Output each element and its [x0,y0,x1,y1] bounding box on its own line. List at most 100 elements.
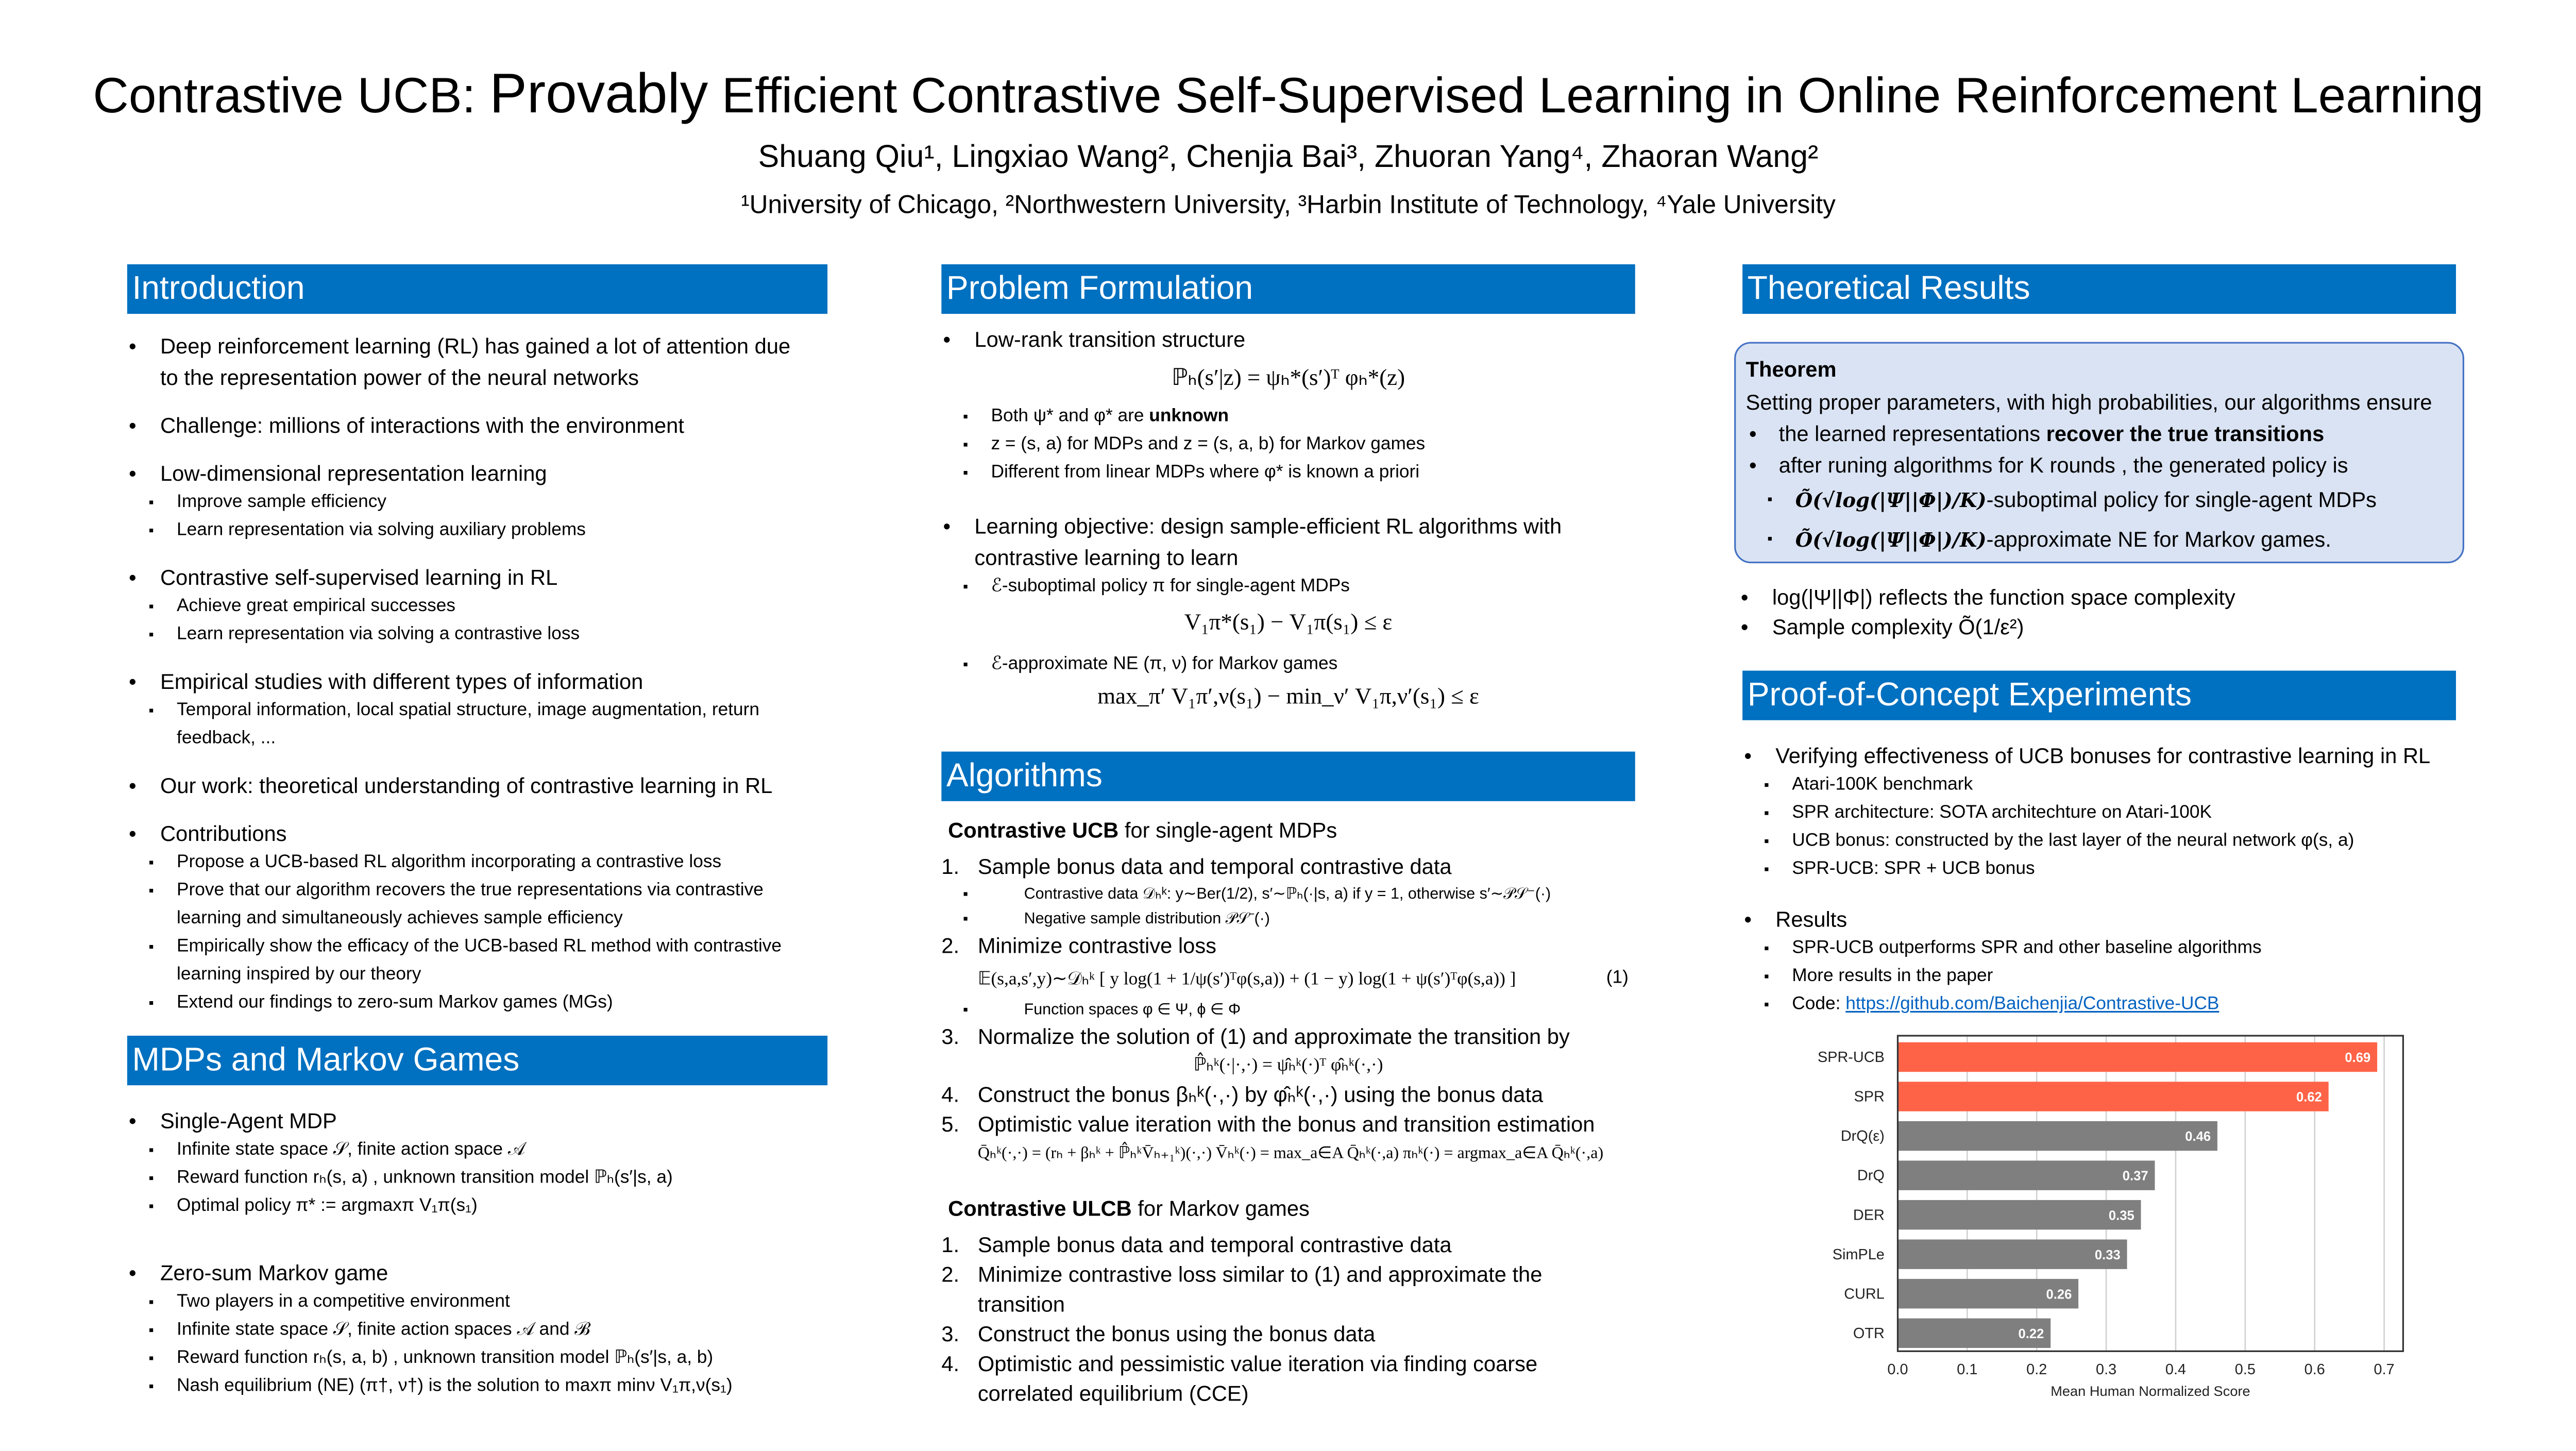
bullet: Challenge: millions of interactions with… [127,410,815,441]
bar [1897,1239,2127,1269]
bar [1897,1318,2051,1348]
experiments-section: Proof-of-Concept Experiments Verifying e… [1742,670,2456,1019]
sub-bullet: Learn representation via solving a contr… [127,621,815,649]
x-tick-label: 0.6 [2304,1361,2325,1378]
step: 1. Sample bonus data and temporal contras… [941,1230,1635,1260]
sub-bullet: Negative sample distribution 𝒫𝒮⁻(·) [941,907,1635,932]
section-header: Algorithms [941,751,1635,801]
sub-bullet: Õ(√log(|Ψ||Φ|)/K)-approximate NE for Mar… [1746,520,2453,560]
category-label: SPR-UCB [1818,1049,1885,1066]
sub-bullet: Propose a UCB-based RL algorithm incorpo… [127,849,815,877]
step: 2. Minimize contrastive loss [941,932,1635,961]
sub-bullet: Empirically show the efficacy of the UCB… [127,933,815,989]
mdps-section: MDPs and Markov Games Single-Agent MDPIn… [127,1036,828,1401]
sub-bullet: Achieve great empirical successes [127,593,815,621]
step-text: Construct the bonus βₕᵏ(·,·) by φ̂ₕᵏ(·,·… [977,1082,1544,1107]
sub-bullet: Improve sample efficiency [127,489,815,517]
category-label: CURL [1844,1286,1885,1302]
step-text: Sample bonus data and temporal contrasti… [977,854,1452,879]
step-number: 4. [941,1082,960,1107]
bar-value-label: 0.37 [2123,1169,2148,1184]
bullet: Sample complexity Õ(1/ε²) [1739,613,2453,643]
sub-bullet: z = (s, a) for MDPs and z = (s, a, b) fo… [941,431,1635,459]
step: 2. Minimize contrastive loss similar to (… [941,1260,1635,1320]
sub-bullet: Both ψ* and φ* are unknown [941,403,1635,431]
bar-value-label: 0.35 [2109,1208,2134,1223]
sub-bullet: Reward function rₕ(s, a) , unknown trans… [127,1165,827,1192]
x-tick-label: 0.0 [1887,1361,1908,1378]
algorithms-section: Algorithms Contrastive UCB for single-ag… [941,751,1635,1409]
sub-bullet: SPR-UCB outperforms SPR and other baseli… [1742,935,2456,963]
step: 5. Optimistic value iteration with the bo… [941,1110,1635,1140]
bullet: Learning objective: design sample-effici… [941,511,1635,573]
text: the learned representations [1778,421,2046,446]
step-text: Normalize the solution of (1) and approx… [977,1024,1570,1049]
category-label: DER [1853,1207,1885,1223]
sub-bullet: More results in the paper [1742,963,2456,991]
x-tick-label: 0.7 [2374,1361,2395,1378]
step-text: Construct the bonus using the bonus data [977,1321,1376,1346]
bar [1897,1121,2217,1151]
sub-bullet: Infinite state space 𝒮, finite action sp… [127,1137,827,1165]
bar-value-label: 0.62 [2296,1090,2322,1105]
bar-value-label: 0.33 [2095,1248,2121,1262]
step: 3. Construct the bonus using the bonus da… [941,1320,1635,1349]
x-tick-label: 0.4 [2165,1361,2186,1378]
bar [1897,1279,2079,1309]
bullet: Zero-sum Markov game [127,1257,827,1289]
step: 3. Normalize the solution of (1) and appr… [941,1022,1635,1052]
theorem-title: Theorem [1745,357,1837,382]
loss-equation-row: 𝔼(s,a,s′,y)∼𝒟ₕᵏ [ y log(1 + 1/ψ(s′)ᵀφ(s,… [941,961,1635,998]
sub-list: Atari-100K benchmarkSPR architecture: SO… [1742,771,2456,884]
theory-notes: log(|Ψ||Φ|) reflects the function space … [1739,567,2453,643]
step-number: 2. [941,1262,960,1287]
code-link[interactable]: https://github.com/Baichenjia/Contrastiv… [1845,994,2219,1015]
text-bold: recover the true transitions [2046,421,2325,446]
bullet: Our work: theoretical understanding of c… [127,770,815,801]
equation: V₁π*(s₁) − V₁π(s₁) ≤ ε [1184,611,1393,636]
x-axis-label: Mean Human Normalized Score [2050,1383,2250,1399]
title-part: Efficient Contrastive Self-Supervised Le… [721,69,2484,124]
bar [1897,1082,2329,1111]
bullet: Contrastive self-supervised learning in … [127,562,815,593]
step-number: 3. [941,1024,960,1049]
step-text: Optimistic and pessimistic value iterati… [977,1351,1538,1406]
step-number: 4. [941,1351,960,1376]
mdps-list: Single-Agent MDPInfinite state space 𝒮, … [127,1105,827,1401]
sub-bullet: Code: https://github.com/Baichenjia/Cont… [1742,991,2456,1019]
sub-bullet: UCB bonus: constructed by the last layer… [1742,828,2456,855]
step: 1. Sample bonus data and temporal contras… [941,852,1635,882]
sub-bullet: Contrastive data 𝒟ₕᵏ: y∼Ber(1/2), s′∼ℙₕ(… [941,882,1635,907]
text: Both ψ* and φ* are [991,406,1149,427]
equation: 𝔼(s,a,s′,y)∼𝒟ₕᵏ [ y log(1 + 1/ψ(s′)ᵀφ(s,… [977,969,1516,990]
bullet: Deep reinforcement learning (RL) has gai… [127,330,815,393]
bullet: Empirical studies with different types o… [127,666,815,697]
sub-bullet: ℰ-suboptimal policy π for single-agent M… [941,573,1635,601]
theorem-intro: Setting proper parameters, with high pro… [1745,389,2432,414]
bound: Õ(√log(|Ψ||Φ|)/K) [1795,488,1987,512]
sub-bullet: SPR-UCB: SPR + UCB bonus [1742,856,2456,884]
theorem-box: Theorem Setting proper parameters, with … [1734,342,2465,564]
equation: ℙₕ(s′|z) = ψₕ*(s′)ᵀ φₕ*(z) [1171,366,1405,392]
bullet: the learned representations recover the … [1746,418,2453,449]
sub-bullet: SPR architecture: SOTA architechture on … [1742,800,2456,828]
sub-bullet: Extend our findings to zero-sum Markov g… [127,989,815,1017]
bullet: log(|Ψ||Φ|) reflects the function space … [1739,583,2453,613]
intro-list: Deep reinforcement learning (RL) has gai… [127,330,827,1018]
section-header: Proof-of-Concept Experiments [1742,670,2456,720]
x-tick-label: 0.5 [2235,1361,2256,1378]
text: -suboptimal policy for single-agent MDPs [1986,487,2377,512]
bullet: Low-dimensional representation learning [127,458,815,489]
sub-bullet: Optimal policy π* := argmaxπ V₁π(s₁) [127,1193,827,1221]
bar [1897,1160,2155,1190]
sub-bullet: Temporal information, local spatial stru… [127,697,815,753]
equation: Q̄ₕᵏ(·,·) = (rₕ + βₕᵏ + ℙ̂ₕᵏV̄ₕ₊₁ᵏ)(·,·)… [977,1144,1604,1163]
sub-bullet: Learn representation via solving auxilia… [127,517,815,545]
sub-bullet: Õ(√log(|Ψ||Φ|)/K)-suboptimal policy for … [1746,481,2453,520]
step-text: Minimize contrastive loss similar to (1)… [977,1262,1543,1317]
text: for single-agent MDPs [1118,817,1337,842]
theory-section: Theoretical Results [1742,264,2456,314]
bar [1897,1042,2378,1072]
sub-bullet: Function spaces φ ∈ Ψ, ϕ ∈ Φ [941,998,1635,1022]
problem-section: Problem Formulation Low-rank transition … [941,264,1635,722]
